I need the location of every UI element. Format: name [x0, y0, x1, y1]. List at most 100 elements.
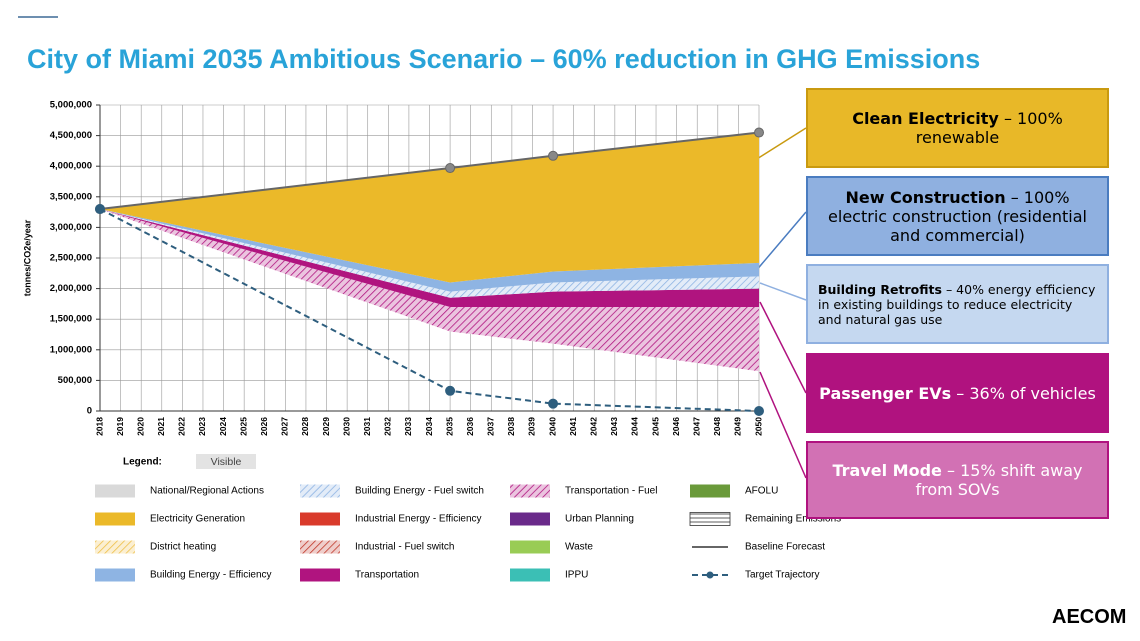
legend-swatch — [510, 568, 550, 582]
x-tick-label: 2023 — [197, 417, 207, 436]
callout-bold: Clean Electricity — [852, 109, 999, 128]
x-tick-label: 2043 — [609, 417, 619, 436]
point — [445, 385, 456, 396]
point — [754, 406, 764, 416]
legend-label: Urban Planning — [565, 514, 634, 525]
legend-label: Electricity Generation — [150, 514, 245, 525]
x-tick-label: 2020 — [135, 417, 145, 436]
x-tick-label: 2030 — [341, 417, 351, 436]
x-tick-label: 2029 — [321, 417, 331, 436]
callout-bold: New Construction — [845, 187, 1006, 207]
callout-text: Passenger EVs – 36% of vehicles — [819, 384, 1096, 403]
x-tick-label: 2038 — [506, 417, 516, 436]
x-tick-label: 2034 — [424, 417, 434, 436]
x-tick-label: 2037 — [486, 417, 496, 436]
callout-text: New Construction – 100% electric constru… — [818, 188, 1097, 245]
legend-swatch — [95, 568, 135, 582]
point — [754, 127, 764, 138]
x-tick-label: 2026 — [259, 417, 269, 436]
legend-label: District heating — [150, 542, 216, 553]
legend-label: National/Regional Actions — [150, 486, 264, 497]
x-tick-label: 2050 — [753, 417, 763, 436]
y-tick-label: 4,000,000 — [50, 161, 92, 172]
area — [100, 209, 759, 292]
legend-badge-bg — [196, 454, 256, 469]
legend-swatch — [689, 512, 731, 526]
legend-swatch — [510, 540, 550, 554]
legend-label: Industrial Energy - Efficiency — [355, 514, 482, 525]
area — [100, 209, 759, 298]
legend-label: Target Trajectory — [745, 570, 819, 581]
legend-label: Waste — [565, 542, 593, 553]
y-tick-label: 1,500,000 — [50, 314, 92, 325]
point — [95, 204, 105, 215]
x-tick-label: 2041 — [568, 417, 578, 436]
legend-swatch — [300, 540, 340, 554]
x-tick-label: 2025 — [238, 417, 248, 436]
y-tick-label: 1,000,000 — [50, 344, 92, 355]
callout-bold: Passenger EVs — [819, 383, 952, 403]
legend-label: Building Energy - Efficiency — [150, 570, 272, 581]
x-tick-label: 2045 — [650, 417, 660, 436]
y-tick-label: 2,000,000 — [50, 283, 92, 294]
legend-label: Transportation - Fuel — [565, 486, 657, 497]
legend-title: Legend: — [123, 457, 162, 468]
callout-text: Clean Electricity – 100% renewable — [818, 109, 1097, 147]
x-tick-label: 2033 — [403, 417, 413, 436]
point — [445, 163, 456, 174]
legend-label: Industrial - Fuel switch — [355, 542, 454, 553]
callout-body: – 36% of vehicles — [956, 383, 1096, 403]
legend-swatch — [690, 484, 730, 498]
y-tick-label: 0 — [87, 406, 92, 417]
legend-swatch — [510, 512, 550, 526]
callout: Passenger EVs – 36% of vehicles — [806, 353, 1109, 433]
x-tick-label: 2024 — [218, 417, 228, 436]
callout-body: – 100% electric construction (residentia… — [828, 187, 1087, 245]
legend-label: Building Energy - Fuel switch — [355, 486, 484, 497]
leader-lines — [751, 127, 807, 479]
x-tick-label: 2048 — [712, 417, 722, 436]
legend-swatch — [300, 512, 340, 526]
x-tick-label: 2047 — [691, 417, 701, 436]
x-tick-label: 2049 — [733, 417, 743, 436]
legend-swatch — [510, 484, 550, 498]
legend-swatch — [95, 484, 135, 498]
x-tick-label: 2036 — [465, 417, 475, 436]
x-tick-label: 2019 — [115, 417, 125, 436]
x-tick-label: 2021 — [156, 417, 166, 436]
slide-title: City of Miami 2035 Ambitious Scenario – … — [27, 44, 981, 74]
point — [548, 398, 559, 409]
x-tick-label: 2022 — [177, 417, 187, 436]
x-tick-label: 2035 — [444, 417, 454, 436]
legend-swatch — [95, 540, 135, 554]
callout-body: – 40% energy efficiency in existing buil… — [818, 281, 1096, 327]
callout-body: – 100% renewable — [915, 109, 1063, 147]
x-tick-label: 2031 — [362, 417, 372, 436]
legend-badge: Visible — [211, 456, 242, 468]
point — [548, 150, 559, 161]
y-tick-label: 500,000 — [58, 375, 92, 386]
legend-swatch — [300, 568, 340, 582]
legend-label: Transportation — [355, 570, 419, 581]
y-tick-label: 3,500,000 — [50, 191, 92, 202]
y-tick-label: 3,000,000 — [50, 222, 92, 233]
line — [99, 131, 760, 211]
legend-swatch — [95, 512, 135, 526]
x-tick-label: 2044 — [630, 417, 640, 436]
legend-label: Baseline Forecast — [745, 542, 825, 553]
x-tick-label: 2040 — [547, 417, 557, 436]
area — [100, 209, 759, 307]
callout-text: Travel Mode – 15% shift away from SOVs — [818, 461, 1097, 499]
area — [100, 132, 759, 283]
x-tick-label: 2039 — [527, 417, 537, 436]
legend-label: Remaining Emissions — [745, 514, 841, 525]
x-tick-label: 2027 — [280, 417, 290, 436]
x-tick-label: 2046 — [671, 417, 681, 436]
x-tick-label: 2018 — [94, 417, 104, 436]
y-tick-label: 2,500,000 — [50, 253, 92, 264]
callout: New Construction – 100% electric constru… — [806, 176, 1109, 256]
y-axis-label: tonnes/CO2e/year — [22, 219, 32, 296]
callout: Clean Electricity – 100% renewable — [806, 88, 1109, 168]
